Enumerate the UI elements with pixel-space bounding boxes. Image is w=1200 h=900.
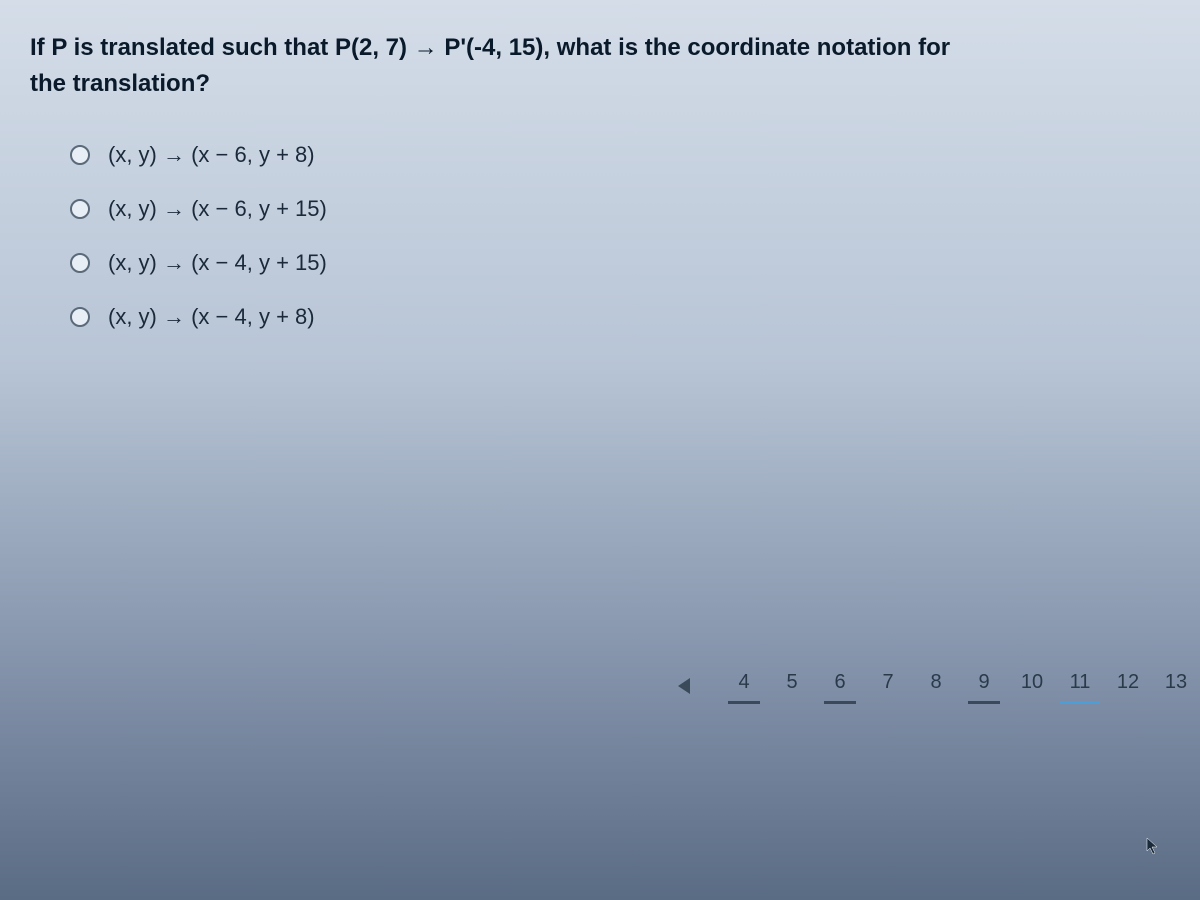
option-d-label: (x, y) → (x − 4, y + 8) [108,304,315,330]
option-c-label: (x, y) → (x − 4, y + 15) [108,250,327,276]
question-line2: the translation? [30,70,210,97]
page-13[interactable]: 13 [1152,671,1200,700]
option-a[interactable]: (x, y) → (x − 6, y + 8) [70,142,1170,168]
option-c[interactable]: (x, y) → (x − 4, y + 15) [70,250,1170,276]
pagination: 4 5 6 7 8 9 10 11 12 13 [678,671,1200,700]
prev-page-icon[interactable] [678,678,690,694]
radio-c[interactable] [70,253,90,273]
page-5[interactable]: 5 [768,671,816,700]
question-line1: If P is translated such that P(2, 7) → P… [30,34,950,61]
radio-a[interactable] [70,145,90,165]
question-text: If P is translated such that P(2, 7) → P… [30,30,1170,102]
option-b-label: (x, y) → (x − 6, y + 15) [108,196,327,222]
page-4[interactable]: 4 [720,671,768,700]
page-10[interactable]: 10 [1008,671,1056,700]
option-b[interactable]: (x, y) → (x − 6, y + 15) [70,196,1170,222]
answer-options: (x, y) → (x − 6, y + 8) (x, y) → (x − 6,… [70,142,1170,330]
page-12[interactable]: 12 [1104,671,1152,700]
page-11[interactable]: 11 [1056,671,1104,700]
page-6[interactable]: 6 [816,671,864,700]
radio-d[interactable] [70,307,90,327]
page-9[interactable]: 9 [960,671,1008,700]
radio-b[interactable] [70,199,90,219]
cursor-icon [1146,837,1160,860]
option-a-label: (x, y) → (x − 6, y + 8) [108,142,315,168]
page-8[interactable]: 8 [912,671,960,700]
page-7[interactable]: 7 [864,671,912,700]
option-d[interactable]: (x, y) → (x − 4, y + 8) [70,304,1170,330]
